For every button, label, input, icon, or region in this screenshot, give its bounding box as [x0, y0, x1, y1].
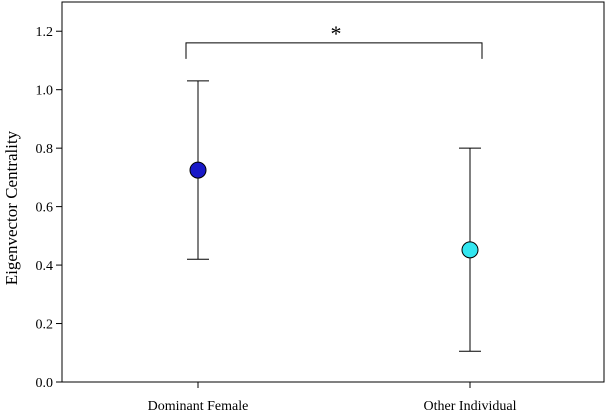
x-tick-label: Dominant Female: [148, 399, 249, 413]
y-tick-label: 0.8: [36, 142, 54, 157]
mean-point: [461, 241, 479, 259]
y-tick-label: 1.0: [36, 84, 54, 99]
y-tick-label: 1.2: [36, 25, 54, 40]
y-tick-label: 0.4: [36, 259, 54, 274]
significance-bracket: [185, 42, 483, 59]
y-tick-label: 0.2: [36, 318, 54, 333]
significance-star: *: [331, 21, 342, 46]
mean-point: [189, 161, 207, 179]
plot-border: [61, 1, 605, 383]
x-axis: Dominant Female Other Individual: [148, 382, 517, 413]
annotations: *: [185, 21, 483, 59]
data-marks: [187, 80, 481, 352]
y-axis: 0.0 0.2 0.4 0.6 0.8 1.0 1.2: [36, 25, 62, 391]
y-tick-label: 0.6: [36, 201, 54, 216]
x-tick-label: Other Individual: [424, 399, 517, 413]
y-axis-label: Eigenvector Centrality: [2, 130, 21, 285]
plot-frame: [61, 1, 605, 383]
y-tick-label: 0.0: [36, 376, 54, 391]
